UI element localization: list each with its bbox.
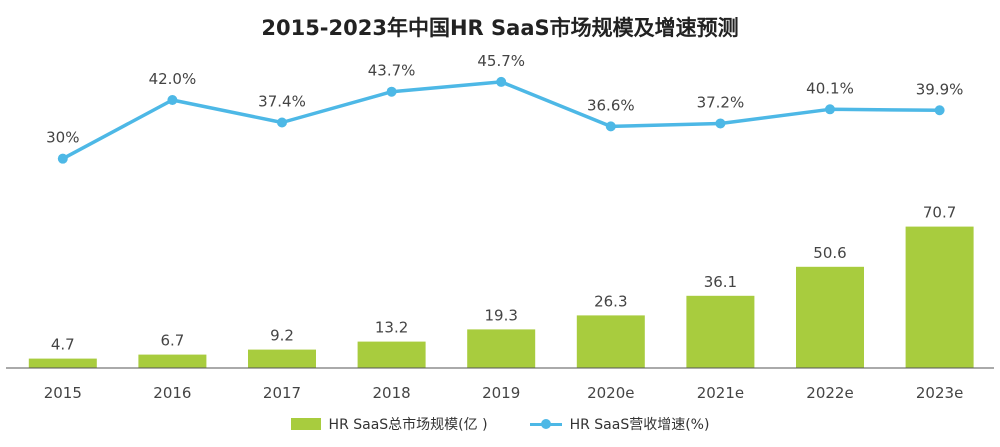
line-label-2017: 37.4% [258,92,306,110]
legend-bar-swatch [290,418,321,430]
bar-label-2022e: 50.6 [813,244,846,262]
line-label-2020e: 36.6% [587,96,635,114]
line-label-2023e: 39.9% [916,80,964,98]
bar-label-2015: 4.7 [51,336,75,354]
bar-2022e [796,266,864,368]
bar-label-2018: 13.2 [375,319,408,337]
bar-label-2021e: 36.1 [704,273,737,291]
line-point-2020e [605,121,616,132]
x-tick-label-2020e: 2020e [587,384,634,402]
bar-2021e [686,295,755,368]
line-point-2023e [934,105,945,116]
bar-label-2019: 19.3 [484,306,517,324]
x-tick-label-2021e: 2021e [697,384,744,402]
bar-label-2023e: 70.7 [923,204,956,222]
x-tick-label-2022e: 2022e [806,384,853,402]
line-label-2015: 30% [46,129,79,147]
bar-2023e [905,226,974,368]
line-label-2016: 42.0% [149,70,197,88]
x-tick-label-2015: 2015 [44,384,82,402]
legend: HR SaaS总市场规模(亿 ) HR SaaS营收增速(%) [0,414,1000,434]
line-point-2022e [825,104,835,115]
line-point-2015 [57,153,68,164]
bar-label-2017: 9.2 [270,327,294,345]
bar-label-2016: 6.7 [160,332,184,350]
bar-2017 [248,349,316,368]
line-label-2019: 45.7% [477,52,525,70]
bar-2015 [28,358,97,368]
bar-label-2020e: 26.3 [594,292,627,310]
chart-title: 2015-2023年中国HR SaaS市场规模及增速预测 [261,16,739,40]
x-tick-label-2016: 2016 [153,384,191,402]
legend-line-swatch [529,418,562,430]
line-label-2018: 43.7% [368,62,416,80]
line-label-2021e: 37.2% [697,93,745,111]
line-point-2019 [496,76,507,87]
x-tick-label-2017: 2017 [263,384,301,402]
bar-2018 [357,341,426,368]
line-point-2021e [715,118,726,129]
legend-label-market-size: HR SaaS总市场规模(亿 ) [328,417,488,433]
x-tick-label-2019: 2019 [482,384,520,402]
legend-item-growth-rate: HR SaaS营收增速(%) [529,414,710,434]
line-point-2017 [277,117,287,128]
line-point-2016 [167,95,178,105]
legend-label-growth-rate: HR SaaS营收增速(%) [569,417,710,433]
legend-item-market-size: HR SaaS总市场规模(亿 ) [290,414,488,434]
line-label-2022e: 40.1% [806,79,854,97]
x-tick-label-2018: 2018 [373,384,411,402]
x-tick-label-2023e: 2023e [916,384,963,402]
bar-2016 [138,354,207,368]
line-point-2018 [386,86,397,97]
bar-2020e [576,315,645,368]
bar-2019 [467,329,536,368]
